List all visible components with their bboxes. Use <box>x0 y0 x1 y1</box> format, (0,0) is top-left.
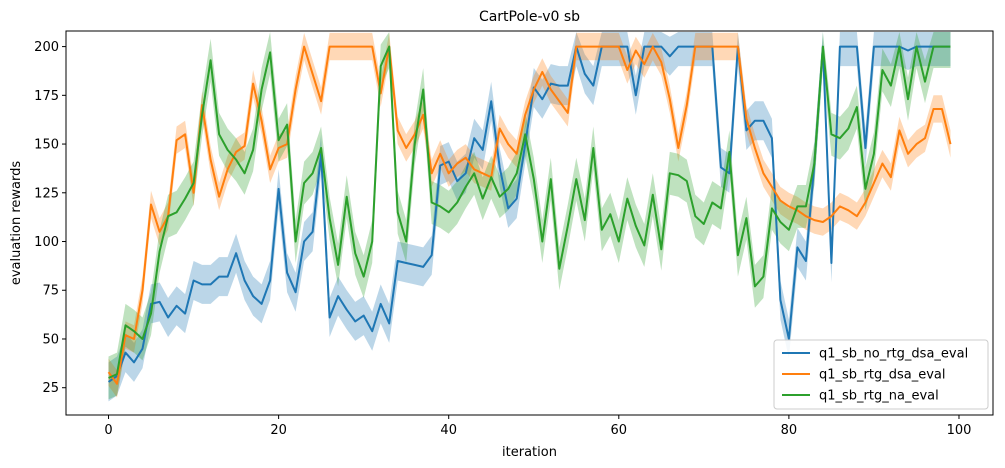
plot-frame <box>65 30 994 416</box>
band-q1_sb_rtg_na_eval <box>108 32 951 400</box>
x-axis-label: iteration <box>502 445 557 460</box>
y-axis-label: evaluation rewards <box>9 161 24 286</box>
y-tick-label: 50 <box>42 332 59 347</box>
y-tick-label: 175 <box>34 89 59 104</box>
x-axis-ticks: 0 20 40 60 80 100 <box>104 415 971 438</box>
y-tick-label: 100 <box>34 235 59 250</box>
x-tick-label: 80 <box>781 423 798 438</box>
x-tick-label: 40 <box>440 423 457 438</box>
legend-label: q1_sb_rtg_dsa_eval <box>819 368 946 383</box>
y-tick-label: 150 <box>34 138 59 153</box>
y-tick-label: 25 <box>42 381 59 396</box>
x-tick-label: 60 <box>611 423 628 438</box>
series-lines <box>107 45 952 385</box>
y-axis-ticks: 25 50 75 100 125 150 175 200 <box>34 40 66 396</box>
y-tick-label: 125 <box>34 186 59 201</box>
chart-title: CartPole-v0 sb <box>479 9 580 25</box>
x-tick-label: 100 <box>947 423 972 438</box>
y-tick-label: 75 <box>42 284 59 299</box>
legend-label: q1_sb_rtg_na_eval <box>819 389 939 404</box>
line-q1_sb_rtg_na_eval <box>108 45 951 379</box>
line-q1_sb_no_rtg_dsa_eval <box>107 45 951 383</box>
y-tick-label: 200 <box>34 40 59 55</box>
legend: q1_sb_no_rtg_dsa_eval q1_sb_rtg_dsa_evalq… <box>773 339 989 410</box>
line-q1_sb_rtg_dsa_eval <box>107 45 952 385</box>
legend-box <box>773 339 989 410</box>
x-tick-label: 20 <box>270 423 287 438</box>
band-q1_sb_rtg_dsa_eval <box>108 32 951 398</box>
x-tick-label: 0 <box>104 423 112 438</box>
legend-label: q1_sb_no_rtg_dsa_eval <box>819 347 968 362</box>
